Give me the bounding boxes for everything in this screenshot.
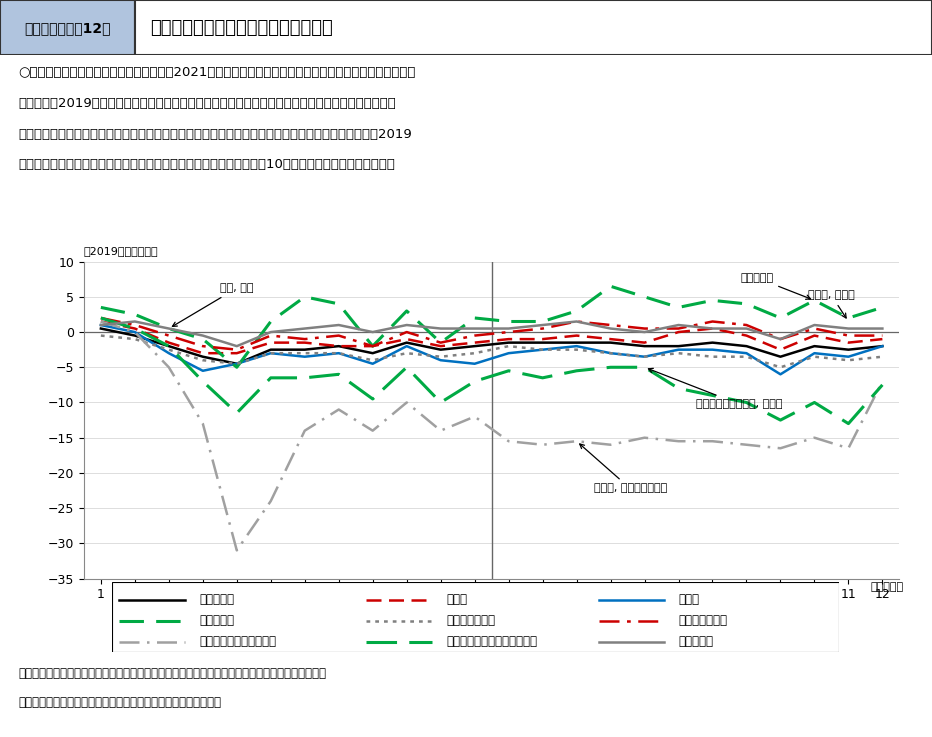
Text: 情報通信業: 情報通信業 — [199, 614, 234, 627]
Text: 医療, 福祉: 医療, 福祉 — [172, 283, 254, 326]
Text: 宿泊業，飲食サービス業: 宿泊業，飲食サービス業 — [199, 635, 276, 649]
Text: 製造業: 製造業 — [678, 593, 700, 607]
Text: （注）　就業形態計、事業所規模５人以上の値を示している。: （注） 就業形態計、事業所規模５人以上の値を示している。 — [19, 696, 222, 710]
Text: 第１－（３）－12図: 第１－（３）－12図 — [24, 21, 111, 35]
Text: ○　産業別の月間総実労働時間をみると、2021年は、「情報通信業」「卸売業，小売業」「医療，福祉」: ○ 産業別の月間総実労働時間をみると、2021年は、「情報通信業」「卸売業，小売… — [19, 66, 416, 79]
Text: 建設業: 建設業 — [446, 593, 467, 607]
Text: 2020: 2020 — [270, 596, 306, 610]
Text: 生活関連サービス業，娯楽業: 生活関連サービス業，娯楽業 — [446, 635, 537, 649]
Text: 産業別にみた月間総実労働時間の推移: 産業別にみた月間総実労働時間の推移 — [150, 19, 333, 37]
Bar — [135, 0, 932, 55]
Text: 資料出所　厚生労働省「毎月勤労統計調査」をもとに厚生労働省政策統括官付政策統括室にて作成: 資料出所 厚生労働省「毎月勤労統計調査」をもとに厚生労働省政策統括官付政策統括室… — [19, 667, 326, 680]
Text: 宿泊業, 飲食サービス業: 宿泊業, 飲食サービス業 — [580, 444, 666, 494]
Text: 卸売業, 小売業: 卸売業, 小売業 — [808, 290, 855, 318]
Text: 年を大きく下回る水準で推移し、「宿泊業，飲食サービス業」では10月以降も低水準が続いている。: 年を大きく下回る水準で推移し、「宿泊業，飲食サービス業」では10月以降も低水準が… — [19, 158, 395, 172]
Text: 運輸業，郵便業: 運輸業，郵便業 — [446, 614, 495, 627]
Text: 行動制限等が続いた影響から、「宿泊業，飲食サービス業」「生活関連サービス業，娯楽業」では2019: 行動制限等が続いた影響から、「宿泊業，飲食サービス業」「生活関連サービス業，娯楽… — [19, 128, 412, 141]
Text: （年，月）: （年，月） — [870, 582, 904, 593]
Text: 卸売業，小売業: 卸売業，小売業 — [678, 614, 728, 627]
Text: 情報通信業: 情報通信業 — [740, 273, 811, 299]
Text: などでは2019年同月とおおむね同程度の水準で推移した一方、感染状況に応じて経済活動の抑制や: などでは2019年同月とおおむね同程度の水準で推移した一方、感染状況に応じて経済… — [19, 97, 396, 110]
Text: 21: 21 — [687, 596, 705, 610]
Text: 生活関連サービス業, 娯楽業: 生活関連サービス業, 娯楽業 — [649, 368, 782, 409]
Text: 調査産業計: 調査産業計 — [199, 593, 234, 607]
Text: 医療，福祉: 医療，福祉 — [678, 635, 714, 649]
Bar — [0, 0, 135, 55]
Text: （2019年同比，％）: （2019年同比，％） — [84, 246, 158, 256]
